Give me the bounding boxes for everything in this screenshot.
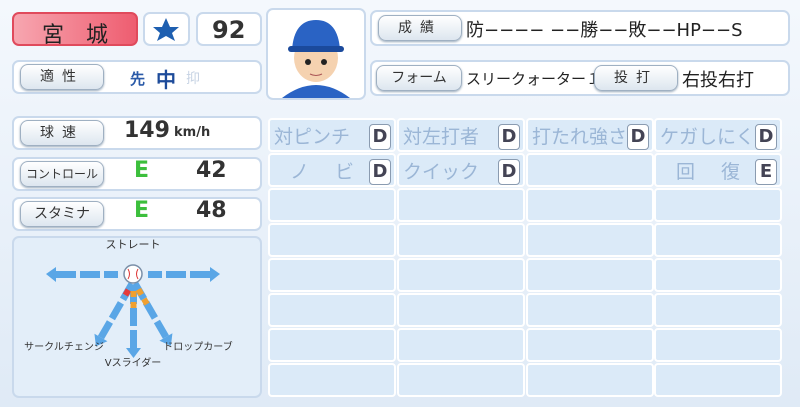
control-grade: E (134, 158, 150, 183)
ability-cell (268, 223, 396, 257)
ability-grade: D (755, 124, 777, 150)
ability-name: 打たれ強さ (532, 126, 628, 148)
ability-cell (654, 328, 782, 362)
pitch-level (130, 291, 137, 308)
level-marker (130, 291, 137, 297)
form-button[interactable]: フォーム (376, 65, 462, 91)
speed-unit: km/h (174, 125, 211, 140)
stamina-value: 48 (196, 198, 227, 223)
hand-button[interactable]: 投打 (594, 65, 678, 91)
ability-grade: D (369, 159, 391, 185)
ability-name: ケガしにくさ (660, 126, 774, 148)
ability-grade: D (369, 124, 391, 150)
ability-grade: E (755, 159, 777, 185)
pitch-level (122, 288, 132, 297)
portrait (266, 8, 366, 100)
ability-cell (268, 293, 396, 327)
ability-cell (654, 293, 782, 327)
team-logo (143, 12, 190, 46)
face (282, 20, 350, 98)
pitch-label: Vスライダー (105, 356, 161, 369)
ability-name: クイック (403, 161, 480, 183)
ability-cell (397, 188, 525, 222)
ability-cell (526, 328, 654, 362)
ability-cell: クイック D (397, 153, 525, 187)
ability-cell (526, 363, 654, 397)
ability-grade: D (498, 159, 520, 185)
ability-cell (526, 223, 654, 257)
ability-cell (397, 258, 525, 292)
ability-name: 対ピンチ (274, 126, 351, 148)
control-button[interactable]: コントロール (20, 161, 104, 187)
ability-cell (526, 258, 654, 292)
ability-cell (397, 328, 525, 362)
ability-grade: D (498, 124, 520, 150)
ability-cell (397, 363, 525, 397)
ability-cell (397, 293, 525, 327)
ability-cell (268, 328, 396, 362)
ability-cell (654, 188, 782, 222)
ability-name: 対左打者 (403, 126, 480, 148)
aptitude-button[interactable]: 適性 (20, 64, 104, 90)
straight-label: ストレート (106, 238, 161, 251)
aptitude-position: 先 (130, 70, 146, 88)
stamina-grade: E (134, 198, 150, 223)
record-text: 防−−−− −−勝−−敗−−HP−−S (466, 20, 743, 41)
ability-cell: ノビ D (268, 153, 396, 187)
ability-cell (268, 363, 396, 397)
ability-cell: 打たれ強さ D (526, 118, 654, 152)
pitch-level (135, 287, 150, 306)
level-marker (130, 302, 137, 308)
form-text: スリークォーター１５ (466, 70, 617, 88)
number-box: 92 (196, 12, 262, 46)
logo (153, 18, 179, 41)
ability-cell (268, 188, 396, 222)
ability-cell (268, 258, 396, 292)
hand-text: 右投右打 (682, 70, 754, 91)
ability-cell (526, 293, 654, 327)
ability-cell: ケガしにくさ D (654, 118, 782, 152)
number: 92 (212, 16, 246, 44)
level-marker (122, 288, 132, 297)
aptitude-position: 抑 (186, 71, 200, 87)
speed-value: 149 (124, 118, 170, 143)
pitch-label: サークルチェンジ (24, 341, 104, 353)
ability-cell: 回復 E (654, 153, 782, 187)
ability-cell (397, 223, 525, 257)
ability-cell (654, 258, 782, 292)
level-marker (141, 297, 150, 306)
ability-cell (654, 363, 782, 397)
ability-cell: 対左打者 D (397, 118, 525, 152)
player-name: 宮城 (42, 23, 131, 48)
ability-cell (526, 153, 654, 187)
pitch-label: ドロップカーブ (163, 340, 232, 353)
control-value: 42 (196, 158, 227, 183)
ability-cell (526, 188, 654, 222)
ability-name: 回復 (676, 161, 767, 183)
ability-cell (654, 223, 782, 257)
record-button[interactable]: 成績 (378, 15, 462, 41)
ability-grade: D (627, 124, 649, 150)
speed-button[interactable]: 球速 (20, 120, 104, 146)
ability-cell: 対ピンチ D (268, 118, 396, 152)
ability-name: ノビ (290, 161, 381, 183)
name-box: 宮城 (12, 12, 138, 48)
aptitude-position: 中 (156, 68, 176, 92)
level-marker (135, 287, 145, 297)
stamina-button[interactable]: スタミナ (20, 201, 104, 227)
